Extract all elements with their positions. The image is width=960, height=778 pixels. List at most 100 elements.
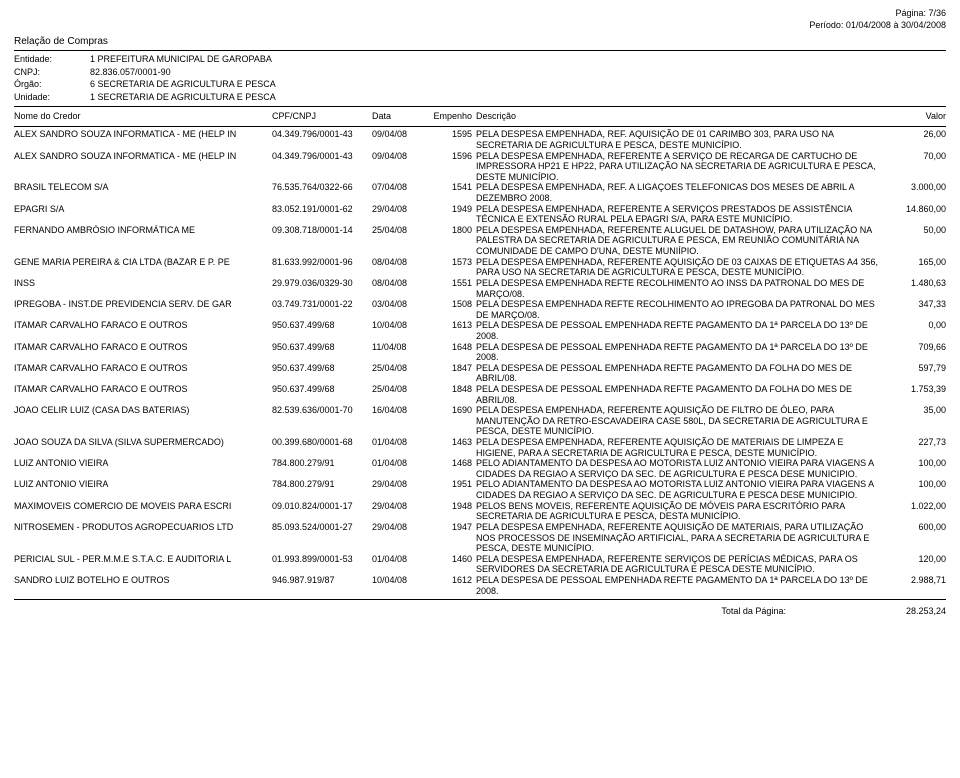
cell-empenho: 1541 <box>426 182 476 193</box>
cell-nome: LUIZ ANTONIO VIEIRA <box>14 458 272 469</box>
orgao-value: 6 SECRETARIA DE AGRICULTURA E PESCA <box>90 78 276 91</box>
cell-data: 16/04/08 <box>372 405 426 416</box>
cell-cpf: 950.637.499/68 <box>272 342 372 353</box>
cell-empenho: 1463 <box>426 437 476 448</box>
cell-nome: FERNANDO AMBRÓSIO INFORMÁTICA ME <box>14 225 272 236</box>
cell-data: 29/04/08 <box>372 204 426 215</box>
cell-valor: 165,00 <box>886 257 946 268</box>
data-rows: ALEX SANDRO SOUZA INFORMATICA - ME (HELP… <box>14 129 946 596</box>
cell-descricao: PELA DESPESA EMPENHADA REFTE RECOLHIMENT… <box>476 278 886 299</box>
table-row: ITAMAR CARVALHO FARACO E OUTROS950.637.4… <box>14 320 946 341</box>
page-meta: Página: 7/36 Período: 01/04/2008 à 30/04… <box>809 8 946 31</box>
cell-valor: 0,00 <box>886 320 946 331</box>
cell-empenho: 1508 <box>426 299 476 310</box>
cell-valor: 26,00 <box>886 129 946 140</box>
table-row: BRASIL TELECOM S/A76.535.764/0322-6607/0… <box>14 182 946 203</box>
cell-empenho: 1690 <box>426 405 476 416</box>
entidade-value: 1 PREFEITURA MUNICIPAL DE GAROPABA <box>90 53 272 66</box>
cell-data: 29/04/08 <box>372 479 426 490</box>
col-valor: Valor <box>886 111 946 121</box>
column-headers: Nome do Credor CPF/CNPJ Data Empenho Des… <box>14 109 946 123</box>
col-descricao: Descrição <box>476 111 886 121</box>
cell-nome: ALEX SANDRO SOUZA INFORMATICA - ME (HELP… <box>14 151 272 162</box>
cell-data: 25/04/08 <box>372 363 426 374</box>
table-row: FERNANDO AMBRÓSIO INFORMÁTICA ME09.308.7… <box>14 225 946 257</box>
cell-nome: NITROSEMEN - PRODUTOS AGROPECUARIOS LTD <box>14 522 272 533</box>
cell-cpf: 09.308.718/0001-14 <box>272 225 372 236</box>
cell-empenho: 1551 <box>426 278 476 289</box>
cell-empenho: 1800 <box>426 225 476 236</box>
cell-empenho: 1949 <box>426 204 476 215</box>
cell-data: 09/04/08 <box>372 129 426 140</box>
cnpj-value: 82.836.057/0001-90 <box>90 66 171 79</box>
cell-nome: IPREGOBA - INST.DE PREVIDENCIA SERV. DE … <box>14 299 272 310</box>
cell-valor: 100,00 <box>886 458 946 469</box>
cell-descricao: PELA DESPESA EMPENHADA, REFERENTE A SERV… <box>476 151 886 183</box>
cell-nome: BRASIL TELECOM S/A <box>14 182 272 193</box>
cell-cpf: 950.637.499/68 <box>272 384 372 395</box>
table-row: ALEX SANDRO SOUZA INFORMATICA - ME (HELP… <box>14 151 946 183</box>
table-row: ALEX SANDRO SOUZA INFORMATICA - ME (HELP… <box>14 129 946 150</box>
cell-nome: JOAO CELIR LUIZ (CASA DAS BATERIAS) <box>14 405 272 416</box>
cell-data: 09/04/08 <box>372 151 426 162</box>
cell-nome: PERICIAL SUL - PER.M.M.E S.T.A.C. E AUDI… <box>14 554 272 565</box>
header-cnpj: CNPJ: 82.836.057/0001-90 <box>14 66 946 79</box>
orgao-label: Órgão: <box>14 78 90 91</box>
report-title: Relação de Compras <box>14 36 946 47</box>
cell-valor: 14.860,00 <box>886 204 946 215</box>
cell-nome: LUIZ ANTONIO VIEIRA <box>14 479 272 490</box>
divider <box>14 599 946 600</box>
cell-cpf: 950.637.499/68 <box>272 363 372 374</box>
cell-cpf: 29.979.036/0329-30 <box>272 278 372 289</box>
cell-valor: 100,00 <box>886 479 946 490</box>
cell-data: 29/04/08 <box>372 522 426 533</box>
cell-empenho: 1596 <box>426 151 476 162</box>
cell-nome: ITAMAR CARVALHO FARACO E OUTROS <box>14 342 272 353</box>
cell-empenho: 1613 <box>426 320 476 331</box>
cell-nome: EPAGRI S/A <box>14 204 272 215</box>
page-total-footer: Total da Página: 28.253,24 <box>14 606 946 616</box>
cell-valor: 1.022,00 <box>886 501 946 512</box>
cell-cpf: 784.800.279/91 <box>272 479 372 490</box>
cell-data: 10/04/08 <box>372 320 426 331</box>
period-label: Período: 01/04/2008 à 30/04/2008 <box>809 20 946 32</box>
cell-descricao: PELO ADIANTAMENTO DA DESPESA AO MOTORIST… <box>476 479 886 500</box>
cell-empenho: 1612 <box>426 575 476 586</box>
cell-empenho: 1648 <box>426 342 476 353</box>
cell-data: 03/04/08 <box>372 299 426 310</box>
cell-cpf: 01.993.899/0001-53 <box>272 554 372 565</box>
cell-descricao: PELA DESPESA EMPENHADA, REFERENTE AQUISI… <box>476 405 886 437</box>
cell-empenho: 1573 <box>426 257 476 268</box>
cell-empenho: 1468 <box>426 458 476 469</box>
cell-descricao: PELO ADIANTAMENTO DA DESPESA AO MOTORIST… <box>476 458 886 479</box>
unidade-label: Unidade: <box>14 91 90 104</box>
header-unidade: Unidade: 1 SECRETARIA DE AGRICULTURA E P… <box>14 91 946 104</box>
cell-empenho: 1947 <box>426 522 476 533</box>
table-row: JOAO SOUZA DA SILVA (SILVA SUPERMERCADO)… <box>14 437 946 458</box>
entidade-label: Entidade: <box>14 53 90 66</box>
cell-nome: JOAO SOUZA DA SILVA (SILVA SUPERMERCADO) <box>14 437 272 448</box>
cell-cpf: 784.800.279/91 <box>272 458 372 469</box>
cell-empenho: 1460 <box>426 554 476 565</box>
header-entidade: Entidade: 1 PREFEITURA MUNICIPAL DE GARO… <box>14 53 946 66</box>
cell-descricao: PELA DESPESA EMPENHADA, REF. A LIGAÇOES … <box>476 182 886 203</box>
table-row: JOAO CELIR LUIZ (CASA DAS BATERIAS)82.53… <box>14 405 946 437</box>
table-row: LUIZ ANTONIO VIEIRA784.800.279/9101/04/0… <box>14 458 946 479</box>
cell-cpf: 03.749.731/0001-22 <box>272 299 372 310</box>
cell-data: 29/04/08 <box>372 501 426 512</box>
cell-nome: GENE MARIA PEREIRA & CIA LTDA (BAZAR E P… <box>14 257 272 268</box>
cell-nome: ALEX SANDRO SOUZA INFORMATICA - ME (HELP… <box>14 129 272 140</box>
cell-valor: 600,00 <box>886 522 946 533</box>
cell-valor: 709,66 <box>886 342 946 353</box>
cell-descricao: PELA DESPESA EMPENHADA, REFERENTE AQUISI… <box>476 437 886 458</box>
cell-valor: 597,79 <box>886 363 946 374</box>
cell-valor: 227,73 <box>886 437 946 448</box>
table-row: ITAMAR CARVALHO FARACO E OUTROS950.637.4… <box>14 384 946 405</box>
cell-descricao: PELA DESPESA DE PESSOAL EMPENHADA REFTE … <box>476 320 886 341</box>
cell-valor: 2.988,71 <box>886 575 946 586</box>
unidade-value: 1 SECRETARIA DE AGRICULTURA E PESCA <box>90 91 276 104</box>
cell-valor: 50,00 <box>886 225 946 236</box>
page-total-label: Total da Página: <box>721 606 786 616</box>
cnpj-label: CNPJ: <box>14 66 90 79</box>
cell-cpf: 09.010.824/0001-17 <box>272 501 372 512</box>
